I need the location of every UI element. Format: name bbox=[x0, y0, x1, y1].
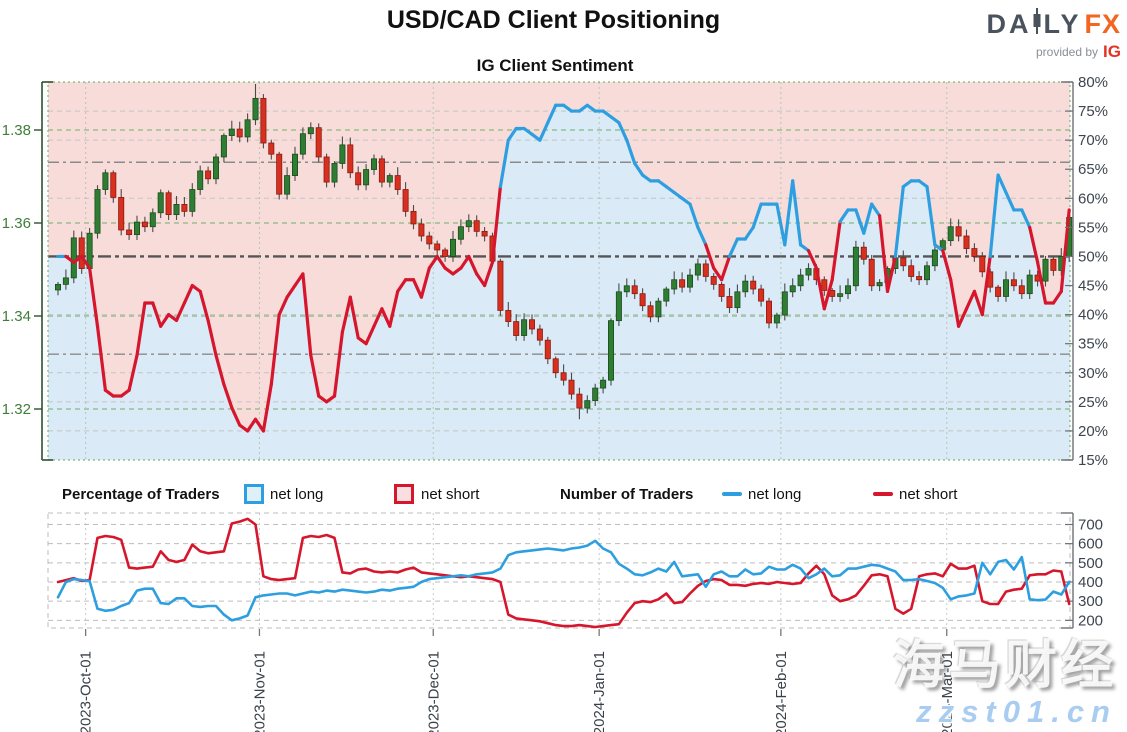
net-long-line-swatch-icon bbox=[722, 486, 742, 503]
svg-text:1.32: 1.32 bbox=[2, 401, 31, 418]
candlestick-icon bbox=[1032, 8, 1042, 41]
traders-chart: 700 600 500 400 300 200 bbox=[47, 512, 1103, 629]
provided-by-label: provided by bbox=[1036, 45, 1099, 59]
logo-text-ly: LY bbox=[1043, 9, 1082, 39]
svg-text:1.38: 1.38 bbox=[2, 122, 31, 139]
svg-text:300: 300 bbox=[1078, 593, 1103, 610]
svg-text:2024-Jan-01: 2024-Jan-01 bbox=[591, 651, 608, 732]
svg-text:15%: 15% bbox=[1078, 452, 1108, 469]
svg-text:65%: 65% bbox=[1078, 161, 1108, 178]
legend-net-long-num-label: net long bbox=[748, 486, 802, 503]
svg-text:55%: 55% bbox=[1078, 219, 1108, 236]
logo-text-da: DA bbox=[986, 9, 1032, 39]
net-short-pct-swatch-icon bbox=[394, 484, 414, 506]
dailyfx-logo: DA LY FX provided by IG bbox=[986, 8, 1121, 62]
svg-text:25%: 25% bbox=[1078, 394, 1108, 411]
svg-text:600: 600 bbox=[1078, 536, 1103, 553]
svg-text:500: 500 bbox=[1078, 555, 1103, 572]
legend-net-long-pct-label: net long bbox=[270, 486, 324, 503]
svg-text:60%: 60% bbox=[1078, 190, 1108, 207]
svg-text:40%: 40% bbox=[1078, 307, 1108, 324]
svg-text:50%: 50% bbox=[1078, 248, 1108, 265]
net-long-pct-swatch-icon bbox=[244, 484, 264, 506]
svg-text:1.36: 1.36 bbox=[2, 215, 31, 232]
svg-text:700: 700 bbox=[1078, 517, 1103, 534]
sentiment-line bbox=[56, 103, 1071, 433]
legend-net-short-num-label: net short bbox=[899, 486, 958, 503]
legend-pct-header: Percentage of Traders bbox=[62, 486, 220, 503]
percent-axis: 80% 75% 70% 65% 60% 55% 50% 45% 40% 35% 30% 25% 20% 1… bbox=[1061, 74, 1108, 469]
svg-text:45%: 45% bbox=[1078, 278, 1108, 295]
svg-text:75%: 75% bbox=[1078, 103, 1108, 120]
svg-text:80%: 80% bbox=[1078, 74, 1108, 91]
svg-text:20%: 20% bbox=[1078, 423, 1108, 440]
legend-net-short-pct-label: net short bbox=[421, 486, 480, 503]
svg-text:2023-Dec-01: 2023-Dec-01 bbox=[425, 651, 442, 732]
svg-text:30%: 30% bbox=[1078, 365, 1108, 382]
net-short-line-swatch-icon bbox=[873, 486, 893, 503]
svg-text:2023-Nov-01: 2023-Nov-01 bbox=[251, 651, 268, 732]
x-axis-labels: 2023-Oct-01 2023-Nov-01 2023-Dec-01 2024-Ja… bbox=[78, 629, 956, 732]
chart-title: IG Client Sentiment bbox=[476, 56, 634, 75]
price-axis: 1.38 1.36 1.34 1.32 bbox=[2, 81, 53, 461]
candlesticks bbox=[55, 83, 1073, 420]
svg-text:2024-Mar-01: 2024-Mar-01 bbox=[939, 651, 956, 732]
chart-legend: Percentage of Traders net long net short… bbox=[0, 480, 1127, 512]
page-title: USD/CAD Client Positioning bbox=[386, 6, 721, 34]
legend-num-header: Number of Traders bbox=[560, 486, 694, 503]
logo-text-fx: FX bbox=[1084, 9, 1121, 39]
svg-text:35%: 35% bbox=[1078, 336, 1108, 353]
net-long-count-line bbox=[56, 539, 1071, 622]
sentiment-fill-areas bbox=[48, 82, 1070, 461]
svg-text:2024-Feb-01: 2024-Feb-01 bbox=[773, 651, 790, 732]
svg-text:200: 200 bbox=[1078, 612, 1103, 629]
net-short-count-line bbox=[56, 517, 1071, 629]
svg-text:1.34: 1.34 bbox=[2, 308, 31, 325]
svg-text:70%: 70% bbox=[1078, 132, 1108, 149]
ig-logo: IG bbox=[1103, 42, 1121, 61]
svg-text:400: 400 bbox=[1078, 574, 1103, 591]
svg-text:2023-Oct-01: 2023-Oct-01 bbox=[78, 651, 95, 732]
